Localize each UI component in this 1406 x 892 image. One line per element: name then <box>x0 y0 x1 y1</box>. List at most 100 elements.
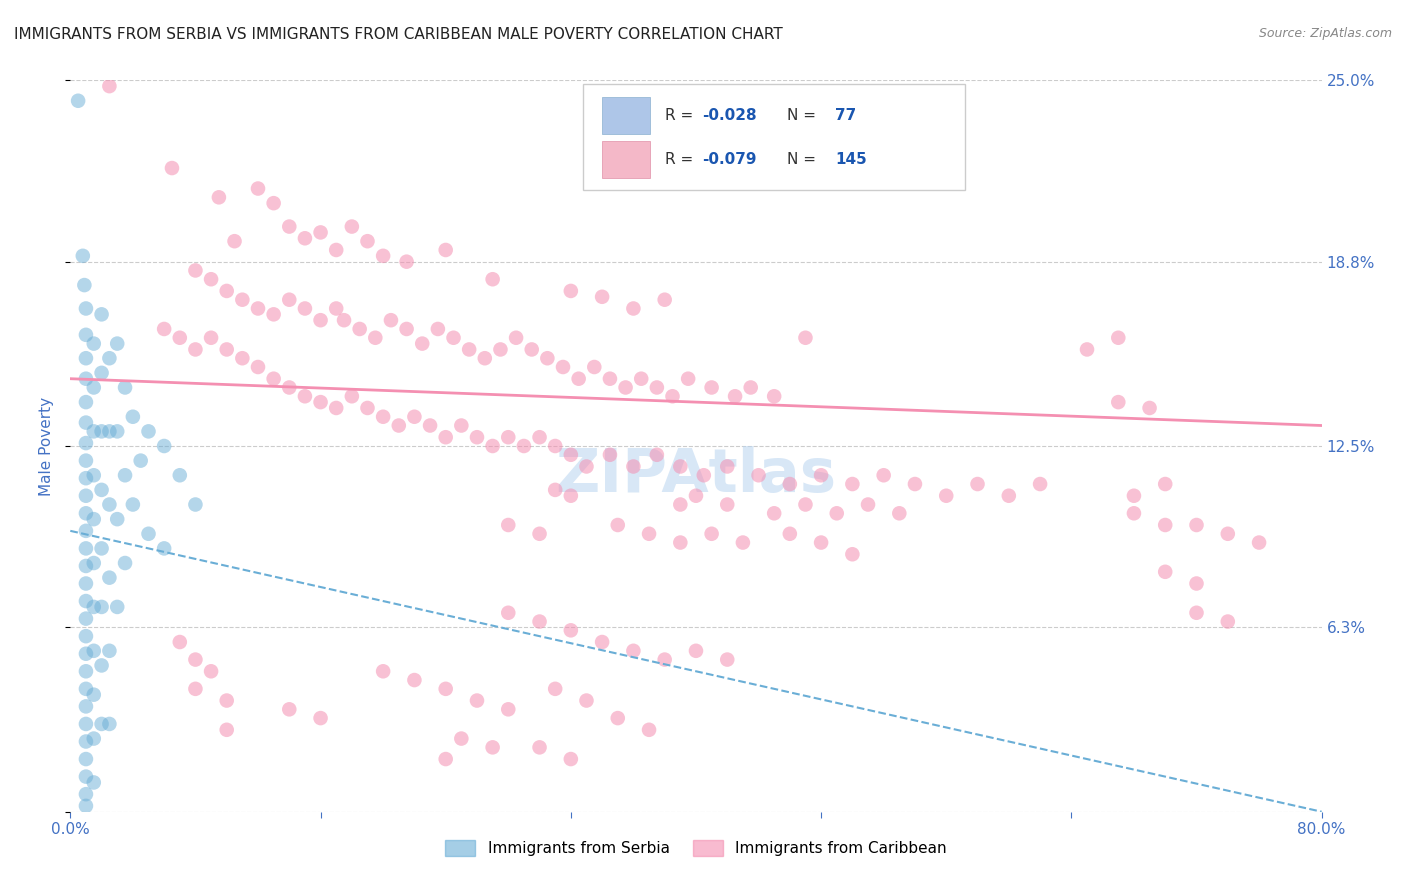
Point <box>434 681 457 696</box>
Point <box>513 439 536 453</box>
Point <box>872 468 894 483</box>
Text: 77: 77 <box>835 108 856 123</box>
Point <box>434 430 457 444</box>
Bar <box>602 97 650 134</box>
Point <box>263 307 285 321</box>
Point <box>763 506 786 520</box>
Legend: Immigrants from Serbia, Immigrants from Caribbean: Immigrants from Serbia, Immigrants from … <box>439 834 953 863</box>
Point <box>685 644 707 658</box>
Point <box>1123 489 1146 503</box>
Point <box>105 336 128 351</box>
Point <box>184 263 207 277</box>
Point <box>481 439 503 453</box>
Point <box>153 322 176 336</box>
Point <box>75 372 97 386</box>
Point <box>169 468 191 483</box>
Point <box>630 372 652 386</box>
Point <box>294 301 316 316</box>
Point <box>404 409 426 424</box>
Point <box>90 541 112 556</box>
Point <box>356 401 378 415</box>
Point <box>75 489 97 503</box>
Point <box>160 161 183 175</box>
Point <box>591 290 613 304</box>
Point <box>75 770 97 784</box>
Point <box>75 798 97 813</box>
Point <box>75 471 97 485</box>
Point <box>83 512 105 526</box>
Point <box>1185 518 1208 533</box>
Point <box>90 307 112 321</box>
Point <box>309 313 332 327</box>
Point <box>184 652 207 666</box>
Point <box>75 752 97 766</box>
Point <box>661 389 683 403</box>
Point <box>98 644 121 658</box>
Point <box>395 322 418 336</box>
Point <box>98 498 121 512</box>
Point <box>349 322 371 336</box>
Point <box>90 425 112 439</box>
Point <box>105 425 128 439</box>
Point <box>121 498 145 512</box>
Point <box>325 243 347 257</box>
Point <box>505 331 527 345</box>
Point <box>169 331 191 345</box>
Point <box>83 644 105 658</box>
Point <box>75 541 97 556</box>
Point <box>75 395 97 409</box>
Point <box>138 425 160 439</box>
Point <box>489 343 512 357</box>
Point <box>200 665 222 679</box>
Point <box>75 681 97 696</box>
Point <box>215 693 238 707</box>
Point <box>693 468 716 483</box>
Point <box>474 351 496 366</box>
Point <box>654 293 676 307</box>
Bar <box>602 141 650 178</box>
Point <box>83 599 105 614</box>
Point <box>90 599 112 614</box>
Point <box>606 518 628 533</box>
Text: N =: N = <box>787 108 817 123</box>
Point <box>105 599 128 614</box>
FancyBboxPatch shape <box>583 84 965 190</box>
Point <box>560 284 582 298</box>
Point <box>309 226 332 240</box>
Point <box>498 702 520 716</box>
Point <box>75 558 97 573</box>
Point <box>583 359 606 374</box>
Point <box>75 734 97 748</box>
Point <box>309 711 332 725</box>
Point <box>450 418 472 433</box>
Point <box>529 526 551 541</box>
Point <box>434 752 457 766</box>
Point <box>169 635 191 649</box>
Point <box>731 535 754 549</box>
Point <box>794 498 817 512</box>
Point <box>90 483 112 497</box>
Point <box>200 331 222 345</box>
Point <box>568 372 591 386</box>
Point <box>333 313 356 327</box>
Point <box>748 468 770 483</box>
Point <box>83 775 105 789</box>
Point <box>669 459 692 474</box>
Point <box>498 518 520 533</box>
Text: -0.079: -0.079 <box>702 152 756 167</box>
Point <box>889 506 911 520</box>
Point <box>83 688 105 702</box>
Point <box>278 702 301 716</box>
Text: N =: N = <box>787 152 817 167</box>
Point <box>340 389 363 403</box>
Point <box>388 418 411 433</box>
Point <box>498 430 520 444</box>
Point <box>1123 506 1146 520</box>
Point <box>83 468 105 483</box>
Point <box>779 526 801 541</box>
Point <box>591 635 613 649</box>
Text: IMMIGRANTS FROM SERBIA VS IMMIGRANTS FROM CARIBBEAN MALE POVERTY CORRELATION CHA: IMMIGRANTS FROM SERBIA VS IMMIGRANTS FRO… <box>14 27 783 42</box>
Point <box>309 395 332 409</box>
Point <box>606 711 628 725</box>
Point <box>560 489 582 503</box>
